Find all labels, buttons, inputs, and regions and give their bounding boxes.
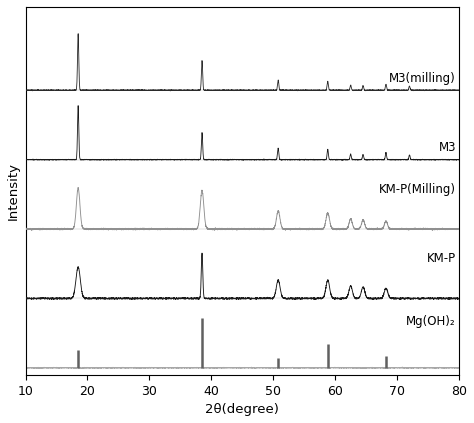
Y-axis label: Intensity: Intensity: [7, 162, 20, 220]
X-axis label: 2θ(degree): 2θ(degree): [205, 403, 279, 416]
Text: M3(milling): M3(milling): [389, 71, 456, 85]
Text: M3: M3: [438, 141, 456, 154]
Text: KM-P(Milling): KM-P(Milling): [379, 183, 456, 196]
Text: KM-P: KM-P: [427, 252, 456, 265]
Text: Mg(OH)₂: Mg(OH)₂: [406, 315, 456, 327]
